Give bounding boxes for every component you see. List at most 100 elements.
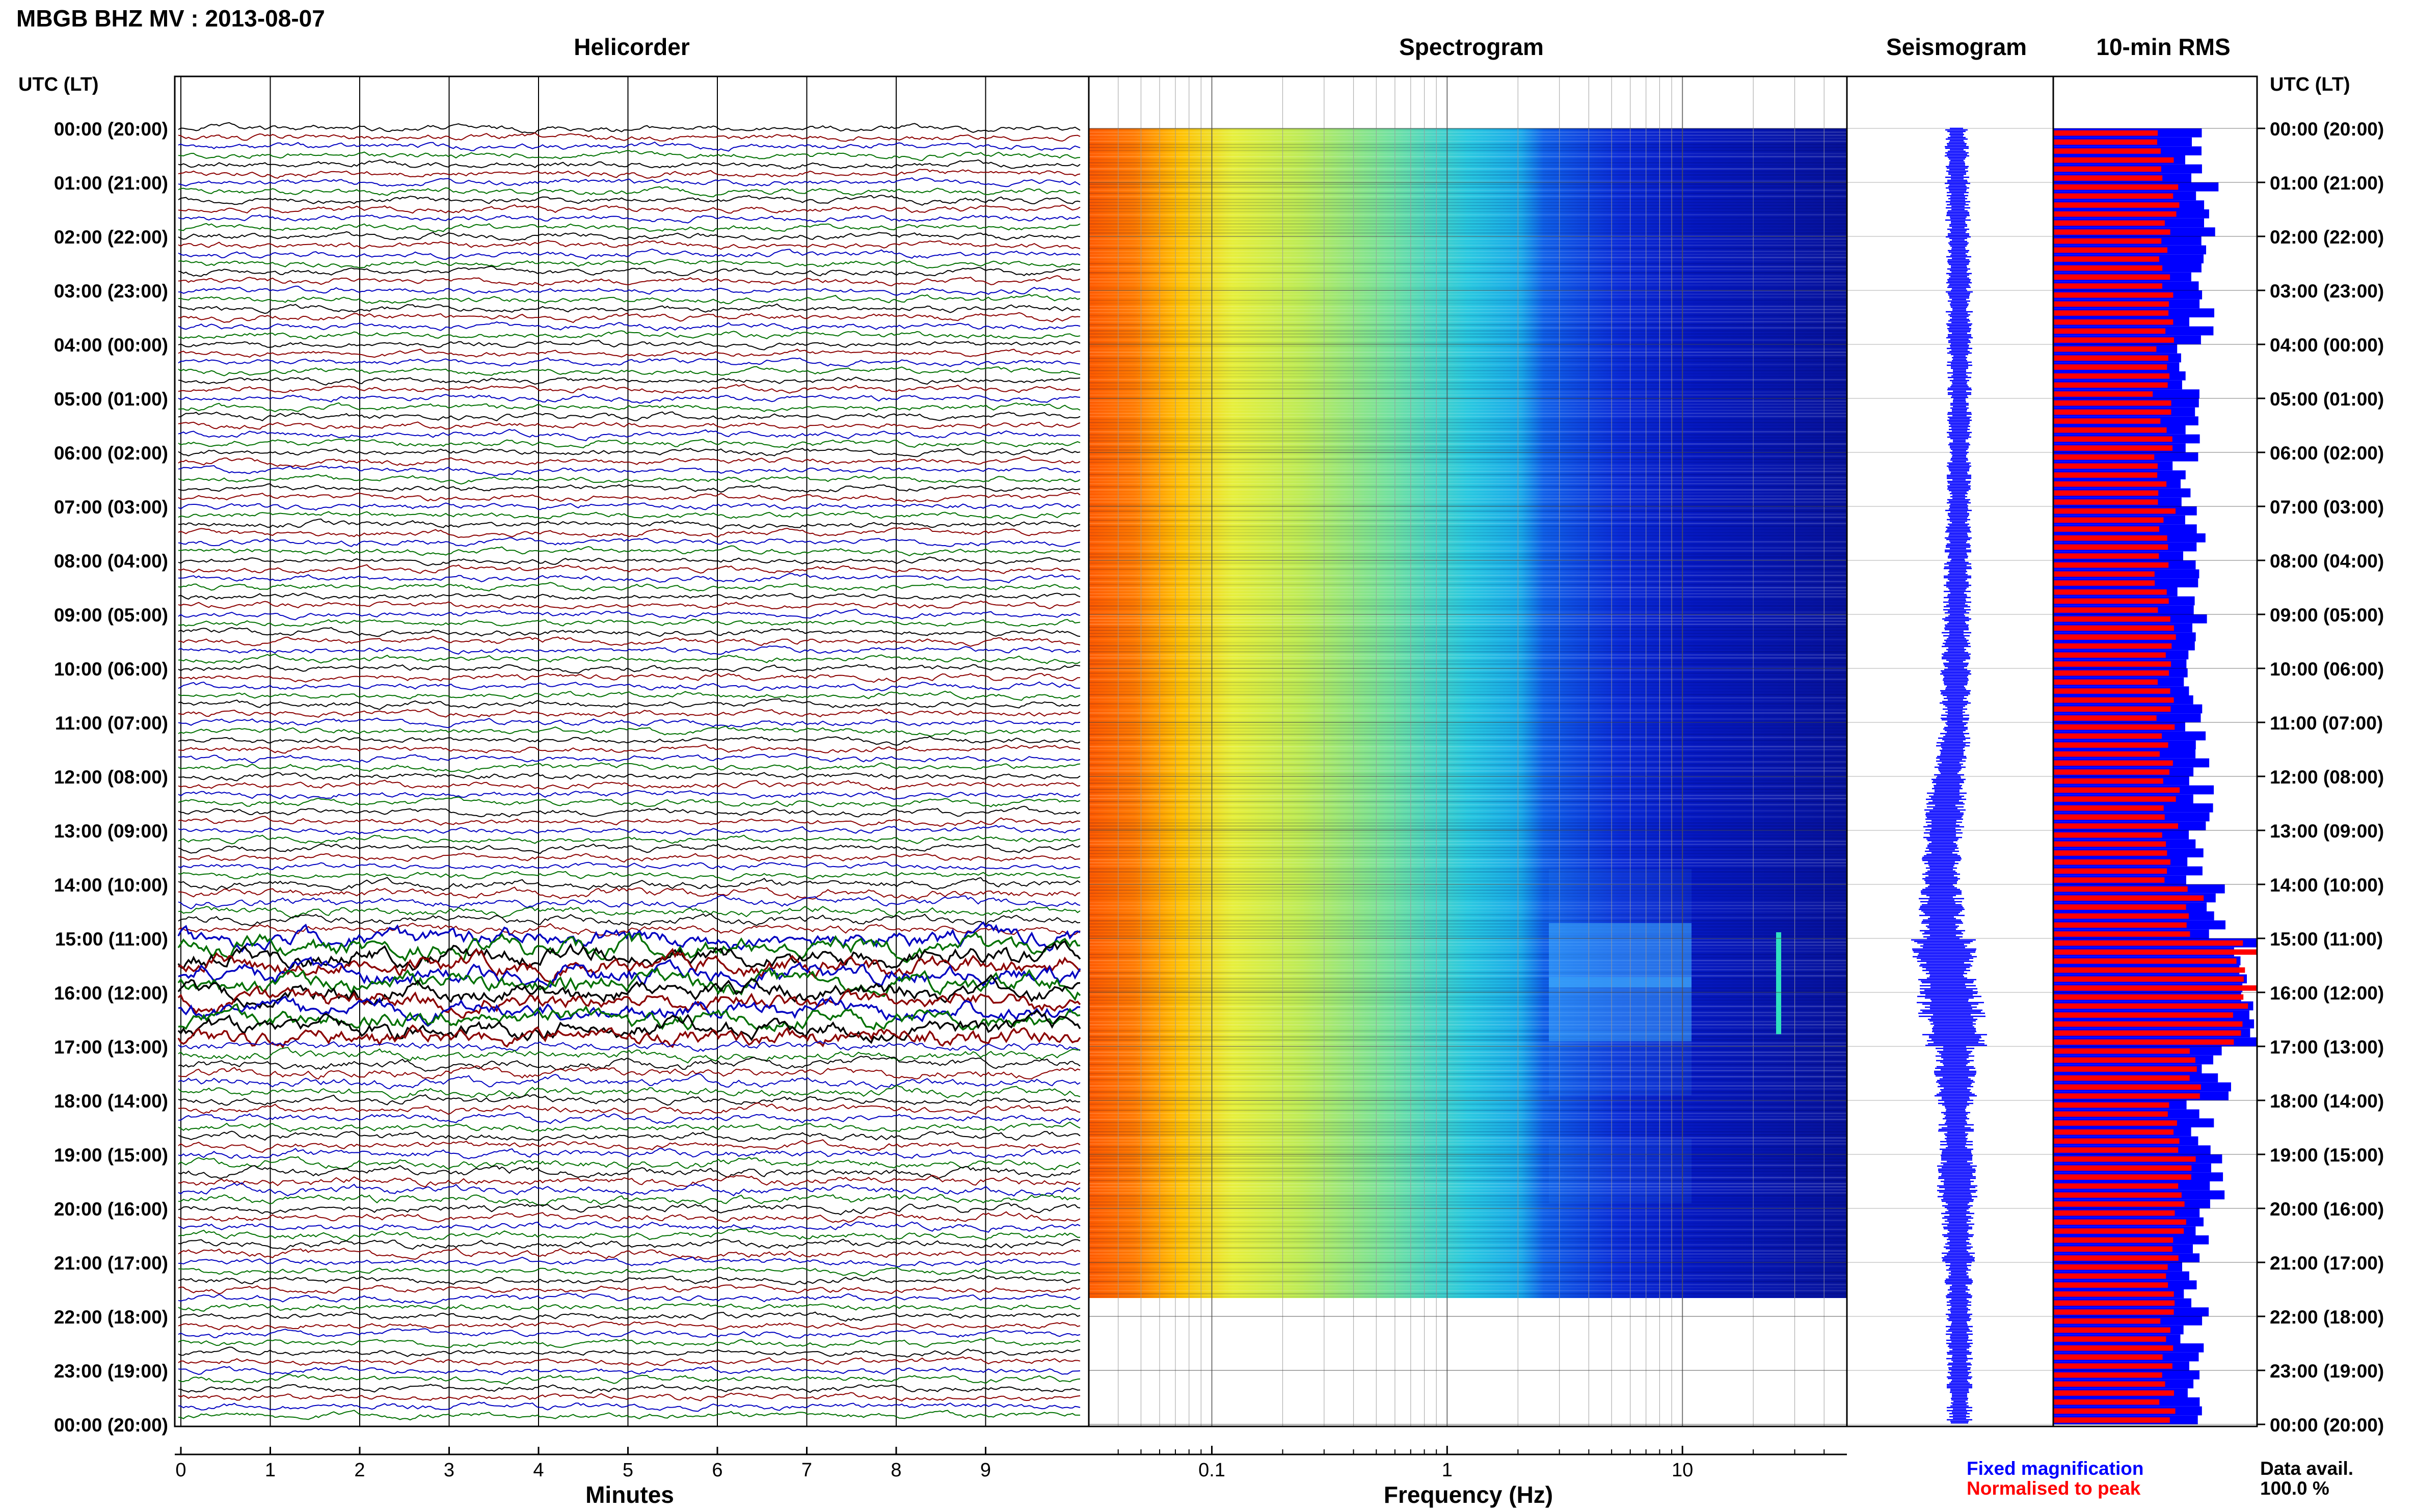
spectrogram-image bbox=[1089, 128, 1847, 1298]
time-label-left: 13:00 (09:00) bbox=[54, 821, 168, 842]
spectrogram-streak bbox=[1089, 1290, 1847, 1291]
time-label-left: 19:00 (15:00) bbox=[54, 1145, 168, 1166]
helicorder-x-tick-label: 7 bbox=[801, 1460, 812, 1481]
rms-bar-normalised bbox=[2053, 679, 2158, 685]
spectrogram-streak bbox=[1089, 241, 1847, 243]
spectrogram-streak bbox=[1089, 480, 1847, 481]
spectrogram-x-tick-label: 0.1 bbox=[1198, 1460, 1225, 1481]
spectrogram-streak bbox=[1089, 694, 1847, 695]
spectrogram-streak bbox=[1089, 1152, 1847, 1154]
spectrogram-streak bbox=[1089, 483, 1847, 484]
spectrogram-streak bbox=[1089, 990, 1847, 992]
spectrogram-streak bbox=[1089, 1226, 1847, 1227]
spectrogram-streak bbox=[1089, 929, 1847, 931]
spectrogram-streak bbox=[1089, 963, 1847, 964]
spectrogram-streak bbox=[1089, 1177, 1847, 1178]
rms-bar-normalised bbox=[2053, 1129, 2174, 1135]
spectrogram-streak bbox=[1089, 183, 1847, 185]
spectrogram-streak bbox=[1089, 700, 1847, 701]
rms-bar-normalised bbox=[2053, 706, 2171, 712]
time-label-left: 09:00 (05:00) bbox=[54, 605, 168, 626]
rms-bar-normalised bbox=[2053, 328, 2166, 334]
spectrogram-streak bbox=[1089, 1009, 1847, 1010]
rms-bar-normalised bbox=[2053, 931, 2190, 937]
spectrogram-streak bbox=[1089, 1125, 1847, 1126]
spectrogram-streak bbox=[1089, 348, 1847, 350]
spectrogram-streak bbox=[1089, 1238, 1847, 1239]
helicorder-trace bbox=[178, 564, 1081, 574]
spectrogram-streak bbox=[1089, 131, 1847, 133]
spectrogram-streak bbox=[1089, 1265, 1847, 1267]
rms-bar-normalised bbox=[2053, 1111, 2168, 1117]
spectrogram-streak bbox=[1089, 1195, 1847, 1197]
helicorder-x-tick-label: 6 bbox=[712, 1460, 722, 1481]
spectrogram-streak bbox=[1089, 779, 1847, 781]
spectrogram-streak bbox=[1089, 572, 1847, 573]
rms-bar-normalised bbox=[2053, 355, 2168, 361]
spectrogram-streak bbox=[1089, 682, 1847, 683]
spectrogram-streak bbox=[1089, 1003, 1847, 1004]
time-label-left: 20:00 (16:00) bbox=[54, 1199, 168, 1220]
rms-bar-normalised bbox=[2053, 877, 2165, 883]
rms-bar-normalised bbox=[2053, 346, 2157, 352]
rms-bar-normalised bbox=[2053, 850, 2167, 856]
spectrogram-streak bbox=[1089, 856, 1847, 857]
helicorder-trace bbox=[178, 995, 1081, 1027]
rms-bar-normalised bbox=[2053, 949, 2257, 955]
rms-bar-normalised bbox=[2053, 760, 2173, 766]
spectrogram-streak bbox=[1089, 229, 1847, 231]
spectrogram-streak bbox=[1089, 556, 1847, 558]
helicorder-trace bbox=[178, 265, 1081, 277]
rms-bar-normalised bbox=[2053, 364, 2167, 370]
rms-bar-normalised bbox=[2053, 1210, 2175, 1216]
spectrogram-streak bbox=[1089, 810, 1847, 812]
helicorder-trace bbox=[178, 956, 1081, 990]
spectrogram-streak bbox=[1089, 1223, 1847, 1224]
spectrogram-streak bbox=[1089, 562, 1847, 564]
spectrogram-streak bbox=[1089, 1278, 1847, 1279]
rms-bar-normalised bbox=[2053, 625, 2174, 631]
helicorder-trace bbox=[178, 618, 1081, 628]
spectrogram-streak bbox=[1089, 944, 1847, 946]
rms-bar-normalised bbox=[2053, 1138, 2180, 1144]
helicorder-trace bbox=[178, 177, 1081, 187]
helicorder-trace bbox=[178, 1130, 1081, 1142]
spectrogram-streak bbox=[1089, 987, 1847, 989]
rms-bar-normalised bbox=[2053, 436, 2172, 442]
spectrogram-streak bbox=[1089, 1275, 1847, 1276]
rms-bar-normalised bbox=[2053, 814, 2165, 820]
spectrogram-streak bbox=[1089, 1174, 1847, 1175]
helicorder-trace bbox=[178, 348, 1081, 358]
spectrogram-streak bbox=[1089, 645, 1847, 646]
spectrogram-streak bbox=[1089, 281, 1847, 283]
spectrogram-streak bbox=[1089, 455, 1847, 457]
spectrogram-streak bbox=[1089, 703, 1847, 705]
rms-bar-normalised bbox=[2053, 562, 2169, 568]
spectrogram-streak bbox=[1089, 1113, 1847, 1114]
spectrogram-streak bbox=[1089, 740, 1847, 741]
spectrogram-streak bbox=[1089, 776, 1847, 778]
spectrogram-streak bbox=[1089, 889, 1847, 891]
spectrogram-streak bbox=[1089, 465, 1847, 466]
rms-bar-normalised bbox=[2053, 643, 2172, 649]
spectrogram-streak bbox=[1089, 391, 1847, 393]
spectrogram-streak bbox=[1089, 617, 1847, 619]
helicorder-trace bbox=[178, 1047, 1081, 1064]
spectrogram-streak bbox=[1089, 174, 1847, 176]
time-label-right: 00:00 (20:00) bbox=[2270, 119, 2384, 140]
helicorder-trace bbox=[178, 1303, 1081, 1312]
rms-bar-normalised bbox=[2053, 1291, 2174, 1297]
spectrogram-burst bbox=[1549, 923, 1692, 987]
rms-bar-normalised bbox=[2053, 967, 2245, 973]
spectrogram-streak bbox=[1089, 1284, 1847, 1285]
spectrogram-streak bbox=[1089, 1058, 1847, 1059]
spectrogram-streak bbox=[1089, 318, 1847, 319]
rms-bar-normalised bbox=[2053, 1354, 2163, 1360]
rms-bar-normalised bbox=[2053, 445, 2173, 451]
helicorder-trace bbox=[178, 1094, 1081, 1106]
rms-bar-normalised bbox=[2053, 247, 2167, 253]
seismogram-title: Seismogram bbox=[1886, 34, 2027, 60]
helicorder-trace bbox=[178, 744, 1081, 754]
spectrogram-streak bbox=[1089, 639, 1847, 640]
